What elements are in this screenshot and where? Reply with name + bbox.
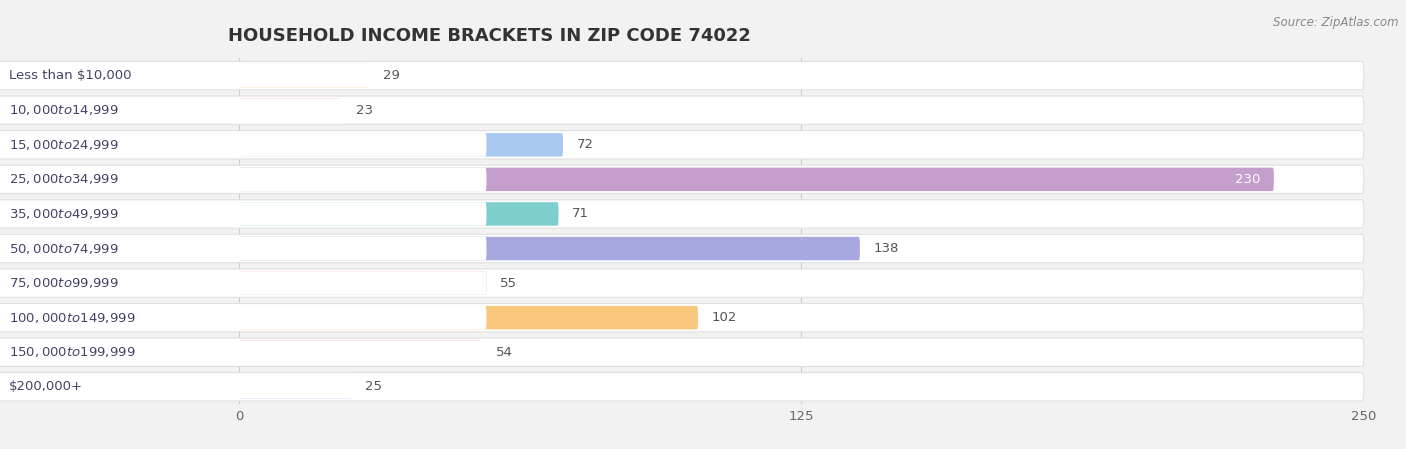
FancyBboxPatch shape [0, 64, 486, 88]
Text: $100,000 to $149,999: $100,000 to $149,999 [8, 311, 135, 325]
FancyBboxPatch shape [239, 237, 860, 260]
Text: $50,000 to $74,999: $50,000 to $74,999 [8, 242, 118, 255]
Text: 25: 25 [366, 380, 382, 393]
FancyBboxPatch shape [0, 62, 1364, 90]
FancyBboxPatch shape [0, 131, 1364, 159]
Text: HOUSEHOLD INCOME BRACKETS IN ZIP CODE 74022: HOUSEHOLD INCOME BRACKETS IN ZIP CODE 74… [228, 26, 751, 44]
FancyBboxPatch shape [0, 202, 486, 226]
Text: 71: 71 [572, 207, 589, 220]
Text: 102: 102 [711, 311, 737, 324]
Text: 54: 54 [495, 346, 512, 359]
Text: $35,000 to $49,999: $35,000 to $49,999 [8, 207, 118, 221]
Text: 138: 138 [873, 242, 898, 255]
FancyBboxPatch shape [0, 375, 486, 399]
Text: 55: 55 [501, 277, 517, 290]
FancyBboxPatch shape [239, 340, 482, 364]
FancyBboxPatch shape [0, 237, 486, 260]
FancyBboxPatch shape [0, 373, 1364, 401]
FancyBboxPatch shape [0, 165, 1364, 194]
Text: $25,000 to $34,999: $25,000 to $34,999 [8, 172, 118, 186]
FancyBboxPatch shape [0, 167, 486, 191]
Text: $10,000 to $14,999: $10,000 to $14,999 [8, 103, 118, 117]
FancyBboxPatch shape [239, 167, 1274, 191]
FancyBboxPatch shape [0, 340, 486, 364]
Text: $150,000 to $199,999: $150,000 to $199,999 [8, 345, 135, 359]
FancyBboxPatch shape [239, 375, 352, 399]
Text: $200,000+: $200,000+ [8, 380, 83, 393]
Text: 230: 230 [1234, 173, 1260, 186]
FancyBboxPatch shape [0, 306, 486, 330]
FancyBboxPatch shape [0, 234, 1364, 263]
FancyBboxPatch shape [0, 338, 1364, 366]
Text: 23: 23 [356, 104, 373, 117]
FancyBboxPatch shape [0, 269, 1364, 297]
Text: $15,000 to $24,999: $15,000 to $24,999 [8, 138, 118, 152]
FancyBboxPatch shape [239, 64, 370, 88]
FancyBboxPatch shape [239, 133, 562, 157]
FancyBboxPatch shape [0, 271, 486, 295]
FancyBboxPatch shape [0, 98, 486, 122]
Text: $75,000 to $99,999: $75,000 to $99,999 [8, 276, 118, 290]
FancyBboxPatch shape [0, 200, 1364, 228]
Text: Source: ZipAtlas.com: Source: ZipAtlas.com [1274, 16, 1399, 29]
FancyBboxPatch shape [0, 133, 486, 157]
FancyBboxPatch shape [239, 306, 697, 330]
Text: 29: 29 [382, 69, 399, 82]
FancyBboxPatch shape [0, 96, 1364, 124]
FancyBboxPatch shape [239, 202, 558, 226]
Text: Less than $10,000: Less than $10,000 [8, 69, 131, 82]
FancyBboxPatch shape [239, 98, 343, 122]
FancyBboxPatch shape [0, 304, 1364, 332]
FancyBboxPatch shape [239, 271, 486, 295]
Text: 72: 72 [576, 138, 593, 151]
